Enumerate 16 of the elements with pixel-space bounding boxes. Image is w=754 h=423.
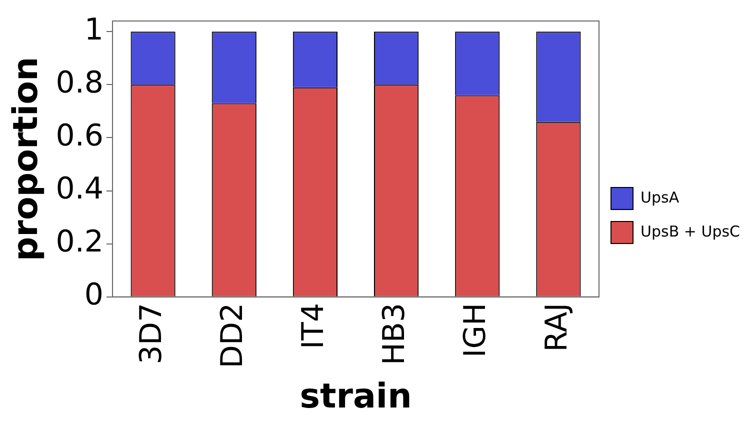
y-tick-label: 1 <box>84 12 104 48</box>
y-tick-label: 0.2 <box>56 224 104 260</box>
y-axis-title: proportion <box>6 56 46 262</box>
y-tick-label: 0.8 <box>56 65 104 100</box>
y-tick-label: 0.4 <box>56 172 104 207</box>
x-axis-title: strain <box>300 376 412 416</box>
x-tick-label: 3D7 <box>134 302 169 364</box>
legend-label: UpsB + UpsC <box>640 222 740 240</box>
y-tick-label: 0.6 <box>56 118 104 154</box>
x-tick-label: RAJ <box>539 302 574 352</box>
x-tick-label: IT4 <box>296 302 332 350</box>
x-tick-label: DD2 <box>214 302 250 368</box>
x-tick-label: HB3 <box>377 302 412 366</box>
y-tick-label: 0 <box>84 278 104 313</box>
legend-label: UpsA <box>640 188 680 206</box>
x-tick-label: IGH <box>458 302 494 358</box>
